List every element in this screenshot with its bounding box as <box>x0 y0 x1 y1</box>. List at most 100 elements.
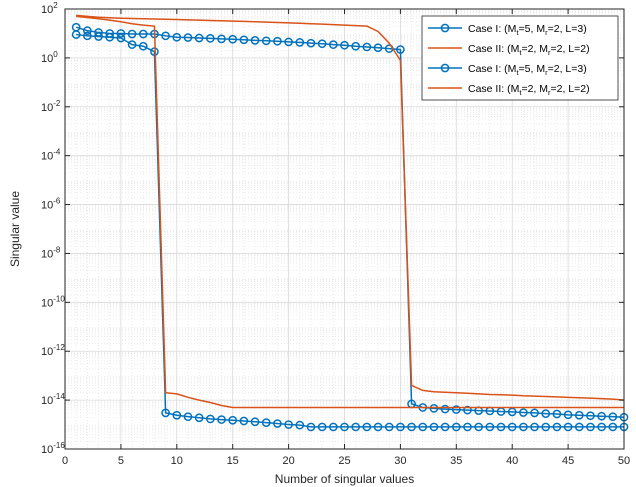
series-3-point <box>217 415 226 424</box>
legend: Case I: (Mt=5, Mr=2, L=3) Case II: (Mt=2,… <box>421 15 619 101</box>
series-1-point <box>608 412 618 422</box>
series-1-point <box>194 33 204 43</box>
series-3-point <box>496 422 506 432</box>
series-1-point <box>183 33 193 42</box>
series-3-point <box>351 422 361 432</box>
series-3-point <box>507 422 517 432</box>
series-3-point <box>530 422 539 432</box>
series-1-point <box>295 38 305 47</box>
series-3-point <box>138 41 148 51</box>
series-1-point <box>273 36 282 46</box>
series-1-point <box>306 38 316 48</box>
series-3-point <box>273 419 282 428</box>
series-1-point <box>138 29 148 39</box>
axis-ticks: 0 5 10 15 20 25 30 35 40 45 5010210010-210-410-610… <box>41 1 630 467</box>
legend-marker-3 <box>440 63 450 73</box>
series-3-point <box>172 410 182 420</box>
series-1-point <box>284 37 293 47</box>
series-3-point <box>597 422 606 432</box>
series-3-point <box>328 422 338 432</box>
series-3-point <box>205 414 215 424</box>
series-3-point <box>519 422 528 432</box>
series-1-point <box>250 36 260 45</box>
series-3-point <box>306 422 316 432</box>
legend-label-2: Case II: (Mt=2, Mr=2, L=2) <box>468 43 590 57</box>
series-1-point <box>519 408 528 417</box>
series-1-point <box>530 408 539 418</box>
series-1-point <box>239 35 249 45</box>
series-1-point <box>440 404 450 414</box>
legend-label-4: Case II: (Mt=2, Mr=2, L=2) <box>468 83 590 97</box>
legend-label-1: Case I: (Mt=5, Mr=2, L=3) <box>468 23 587 37</box>
series-3-point <box>396 422 405 432</box>
series-3-point <box>250 417 260 427</box>
series-3-point <box>586 422 595 432</box>
series-3-point <box>407 422 416 432</box>
series-3-point <box>105 32 115 42</box>
series-3-point <box>94 32 103 41</box>
series-1-point <box>161 31 170 41</box>
series-3-point <box>83 31 92 41</box>
series-3-point <box>563 422 573 432</box>
series-line-1 <box>75 26 625 418</box>
series-3-point <box>161 408 170 418</box>
series-3-point <box>340 422 349 432</box>
x-tick-label: 25 <box>338 455 350 467</box>
x-tick-label: 10 <box>171 455 183 467</box>
x-tick-label: 20 <box>282 455 294 467</box>
legend-label-3: Case I: (Mt=5, Mr=2, L=3) <box>468 63 587 77</box>
series-3-point <box>440 422 450 432</box>
legend-box <box>421 15 619 101</box>
series-1-point <box>116 29 126 38</box>
series-3-point <box>474 422 484 432</box>
series-1-point <box>373 43 383 53</box>
series-1-point <box>228 34 238 44</box>
series-1-point <box>563 410 573 420</box>
series-1-point <box>362 42 372 52</box>
legend-marker-1 <box>440 23 450 33</box>
x-tick-label: 45 <box>562 455 574 467</box>
series-3-point <box>574 422 584 432</box>
series-1-point <box>429 404 439 413</box>
series-3-point <box>429 422 439 432</box>
series-3-point <box>261 418 271 427</box>
series-3-point <box>239 416 249 426</box>
series-3-point <box>284 420 293 429</box>
series-3-point <box>418 422 428 432</box>
series-1-point <box>217 34 226 44</box>
series-3-point <box>317 422 327 432</box>
series-line-3 <box>76 33 624 428</box>
series-1-point <box>172 32 182 42</box>
series-1-point <box>328 40 338 49</box>
series-3-point <box>463 422 472 432</box>
series-3-point <box>608 422 618 432</box>
series-lines <box>71 14 629 432</box>
series-1-point <box>463 405 472 415</box>
series-1-point <box>451 405 461 414</box>
series-line-2 <box>76 14 625 401</box>
series-3-point <box>127 40 137 49</box>
series-3-point <box>541 422 551 432</box>
series-3-point <box>552 422 562 432</box>
series-1-point <box>597 411 606 421</box>
series-3-point <box>116 33 126 43</box>
series-1-point <box>586 411 595 421</box>
series-3-point <box>362 422 372 432</box>
x-tick-label: 30 <box>394 455 406 467</box>
series-1-point <box>317 39 327 49</box>
x-axis-label: Number of singular values <box>275 472 414 486</box>
series-1-point <box>507 407 517 417</box>
x-tick-label: 40 <box>506 455 518 467</box>
series-3-point <box>373 422 383 432</box>
series-3-point <box>194 413 204 423</box>
series-1-point <box>205 33 215 43</box>
series-3-point <box>228 415 238 425</box>
series-1-point <box>552 409 562 419</box>
series-1-point <box>261 36 271 46</box>
series-3-point <box>295 420 305 430</box>
series-line-4 <box>76 15 624 409</box>
series-1-point <box>340 40 349 50</box>
series-3-point <box>384 422 394 432</box>
series-3-point <box>451 422 461 432</box>
